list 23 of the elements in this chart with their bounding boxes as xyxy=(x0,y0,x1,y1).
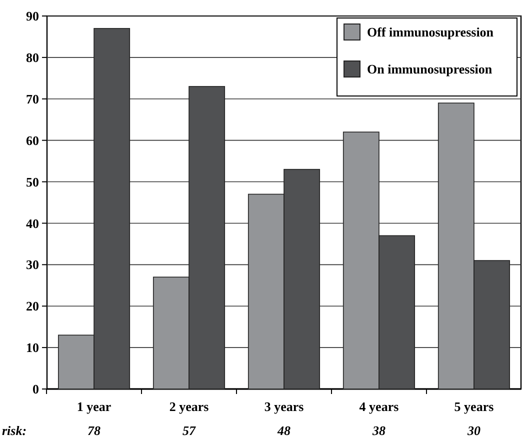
x-tick-label: 3 years xyxy=(264,399,304,414)
text: 57 xyxy=(182,423,196,438)
text: 38 xyxy=(371,423,386,438)
y-tick-label: 0 xyxy=(32,382,39,397)
legend-label: Off immunosupression xyxy=(367,24,494,40)
legend-label: On immunosupression xyxy=(367,62,493,77)
y-tick-label: 80 xyxy=(26,50,39,65)
y-tick-label: 60 xyxy=(26,132,39,148)
x-tick-label: 4 years xyxy=(359,399,399,414)
text: 30 xyxy=(466,423,481,438)
y-tick-label: 90 xyxy=(26,8,39,24)
y-tick-label: 40 xyxy=(26,216,39,231)
y-tick-label: 20 xyxy=(26,298,39,314)
x-tick-label: 2 years xyxy=(169,399,209,414)
x-tick-label: 5 years xyxy=(454,399,494,414)
x-tick-label: 1 year xyxy=(76,399,112,414)
text: 48 xyxy=(276,423,291,438)
y-tick-label: 10 xyxy=(26,340,39,356)
text: risk: xyxy=(2,423,27,438)
y-tick-label: 70 xyxy=(26,91,39,106)
text: 78 xyxy=(88,423,102,438)
y-tick-label: 50 xyxy=(26,174,39,190)
y-tick-label: 30 xyxy=(26,257,39,272)
